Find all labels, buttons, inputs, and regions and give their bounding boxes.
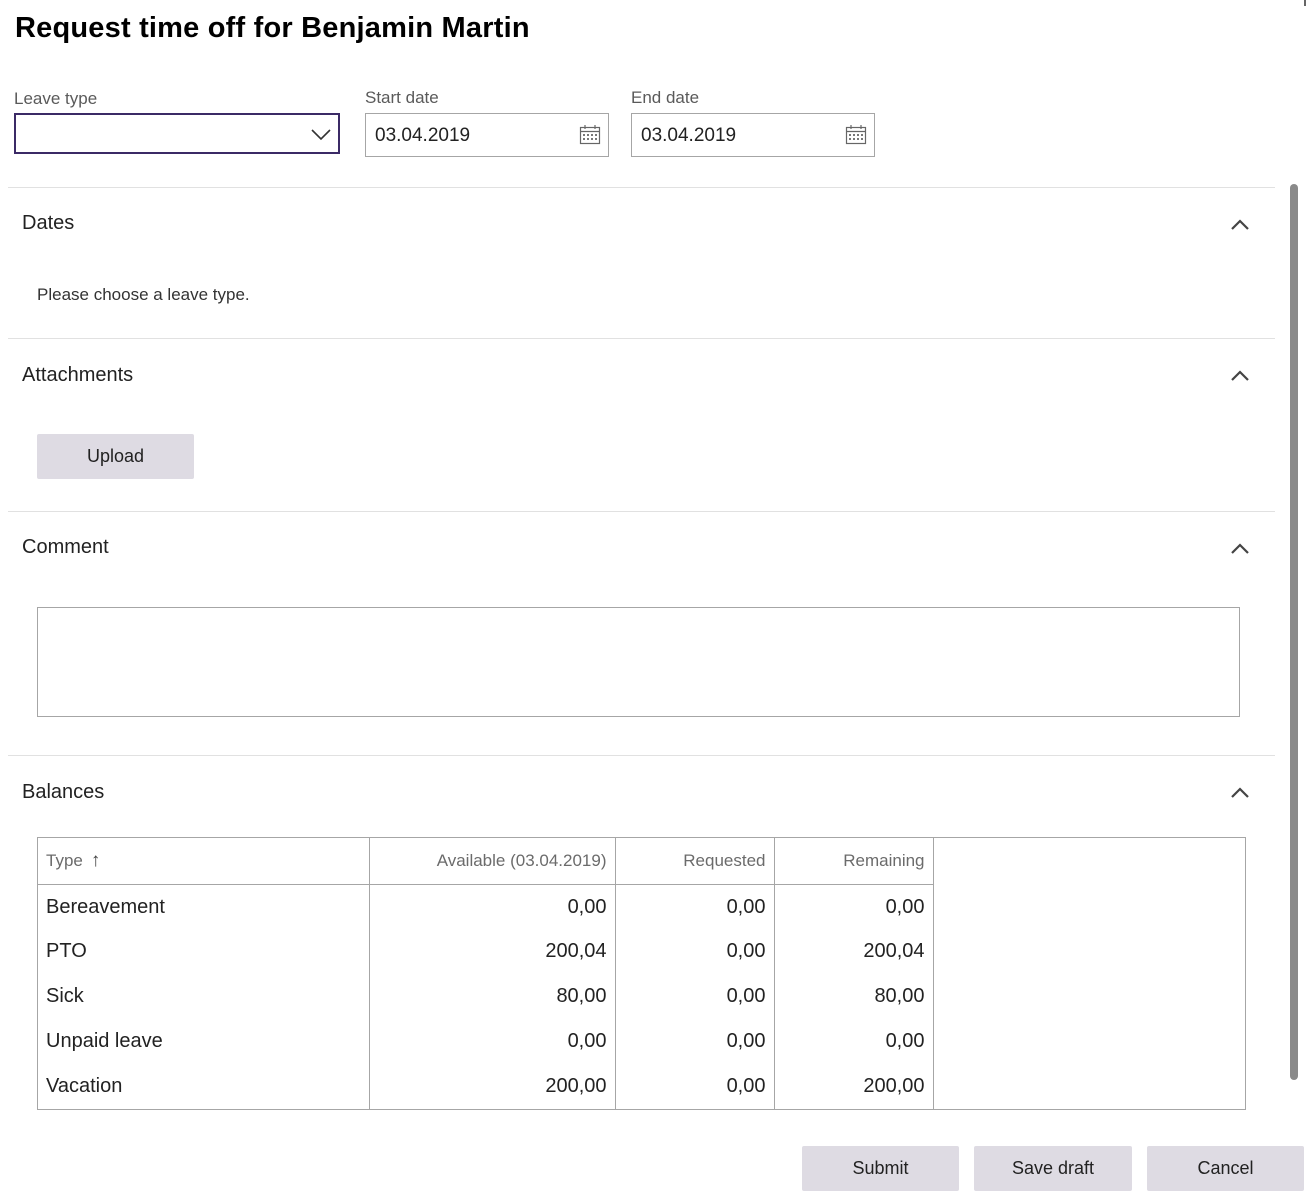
attachments-section-title[interactable]: Attachments bbox=[22, 364, 134, 386]
end-date-field[interactable]: 03.04.2019 bbox=[631, 113, 875, 157]
column-header-type-label: Type bbox=[46, 850, 83, 870]
page-title: Request time off for Benjamin Martin bbox=[15, 12, 530, 44]
cell-requested: 0,00 bbox=[615, 929, 775, 974]
start-date-value: 03.04.2019 bbox=[375, 125, 471, 146]
section-divider bbox=[8, 187, 1275, 188]
table-row[interactable]: PTO 200,04 0,00 200,04 bbox=[38, 929, 934, 974]
end-date-label: End date bbox=[631, 88, 700, 107]
table-header-row: Type ↑ Available (03.04.2019) Requested R… bbox=[38, 838, 934, 885]
column-header-remaining[interactable]: Remaining bbox=[774, 838, 934, 885]
table-row[interactable]: Sick 80,00 0,00 80,00 bbox=[38, 974, 934, 1019]
cell-requested: 0,00 bbox=[615, 974, 775, 1019]
column-header-requested[interactable]: Requested bbox=[615, 838, 775, 885]
cell-remaining: 200,00 bbox=[774, 1064, 934, 1109]
leave-type-label: Leave type bbox=[14, 89, 98, 108]
cell-remaining: 200,04 bbox=[774, 929, 934, 974]
balances-section-title[interactable]: Balances bbox=[22, 781, 105, 803]
cell-type: Vacation bbox=[38, 1064, 370, 1109]
sort-ascending-icon: ↑ bbox=[90, 849, 101, 871]
cancel-button[interactable]: Cancel bbox=[1147, 1146, 1304, 1191]
chevron-down-icon bbox=[310, 123, 332, 150]
table-row[interactable]: Bereavement 0,00 0,00 0,00 bbox=[38, 884, 934, 929]
cell-remaining: 80,00 bbox=[774, 974, 934, 1019]
table-row[interactable]: Vacation 200,00 0,00 200,00 bbox=[38, 1064, 934, 1109]
cell-type: PTO bbox=[38, 929, 370, 974]
section-divider bbox=[8, 338, 1275, 339]
cell-available: 80,00 bbox=[369, 974, 616, 1019]
cell-available: 200,04 bbox=[369, 929, 616, 974]
column-header-type[interactable]: Type ↑ bbox=[38, 838, 370, 885]
cell-type: Unpaid leave bbox=[38, 1019, 370, 1064]
submit-button[interactable]: Submit bbox=[802, 1146, 959, 1191]
cell-requested: 0,00 bbox=[615, 884, 775, 929]
cell-remaining: 0,00 bbox=[774, 1019, 934, 1064]
cell-remaining: 0,00 bbox=[774, 884, 934, 929]
start-date-label: Start date bbox=[365, 88, 439, 107]
section-divider bbox=[8, 755, 1275, 756]
cell-available: 0,00 bbox=[369, 884, 616, 929]
cell-requested: 0,00 bbox=[615, 1064, 775, 1109]
upload-button[interactable]: Upload bbox=[37, 434, 194, 479]
column-header-available[interactable]: Available (03.04.2019) bbox=[369, 838, 616, 885]
vertical-scrollbar[interactable] bbox=[1290, 184, 1298, 1080]
dates-section-title[interactable]: Dates bbox=[22, 212, 75, 234]
chevron-up-icon[interactable] bbox=[1229, 365, 1251, 392]
table-row[interactable]: Unpaid leave 0,00 0,00 0,00 bbox=[38, 1019, 934, 1064]
leave-type-select[interactable] bbox=[14, 113, 340, 154]
save-draft-button[interactable]: Save draft bbox=[974, 1146, 1132, 1191]
dates-message: Please choose a leave type. bbox=[37, 285, 250, 304]
cell-type: Sick bbox=[38, 974, 370, 1019]
section-divider bbox=[8, 511, 1275, 512]
start-date-field[interactable]: 03.04.2019 bbox=[365, 113, 609, 157]
cell-available: 0,00 bbox=[369, 1019, 616, 1064]
balances-table: Type ↑ Available (03.04.2019) Requested R… bbox=[37, 837, 1246, 1110]
cell-type: Bereavement bbox=[38, 884, 370, 929]
chevron-up-icon[interactable] bbox=[1229, 214, 1251, 241]
window-corner-mark bbox=[1304, 0, 1306, 6]
chevron-up-icon[interactable] bbox=[1229, 782, 1251, 809]
chevron-up-icon[interactable] bbox=[1229, 538, 1251, 565]
cell-available: 200,00 bbox=[369, 1064, 616, 1109]
end-date-value: 03.04.2019 bbox=[641, 125, 737, 146]
calendar-icon[interactable] bbox=[845, 124, 867, 151]
cell-requested: 0,00 bbox=[615, 1019, 775, 1064]
comment-section-title[interactable]: Comment bbox=[22, 536, 109, 558]
calendar-icon[interactable] bbox=[579, 124, 601, 151]
comment-textarea[interactable] bbox=[37, 607, 1240, 717]
